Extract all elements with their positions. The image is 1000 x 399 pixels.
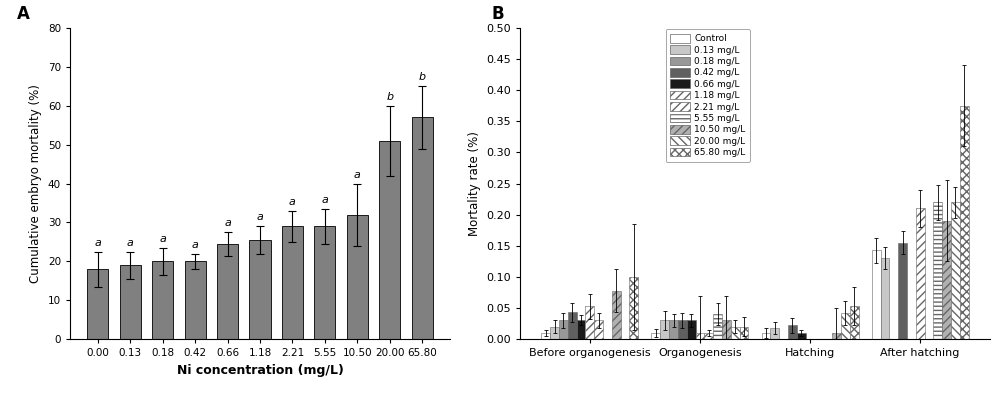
Bar — [379, 141, 400, 339]
Bar — [722, 320, 731, 339]
Bar — [881, 258, 889, 339]
Text: a: a — [192, 240, 199, 250]
Bar — [678, 320, 687, 339]
Legend: Control, 0.13 mg/L, 0.18 mg/L, 0.42 mg/L, 0.66 mg/L, 1.18 mg/L, 2.21 mg/L, 5.55 : Control, 0.13 mg/L, 0.18 mg/L, 0.42 mg/L… — [666, 30, 750, 162]
Bar — [660, 320, 669, 339]
Text: a: a — [257, 212, 263, 223]
Bar — [120, 265, 141, 339]
Text: b: b — [419, 72, 426, 83]
Text: a: a — [127, 238, 134, 248]
Y-axis label: Mortality rate (%): Mortality rate (%) — [468, 131, 481, 236]
Bar — [541, 333, 550, 339]
Bar — [651, 333, 660, 339]
Bar — [713, 314, 722, 339]
Bar — [841, 313, 850, 339]
Bar — [585, 306, 594, 339]
Text: a: a — [224, 218, 231, 228]
Bar — [942, 221, 951, 339]
Text: b: b — [386, 92, 393, 102]
Text: a: a — [159, 234, 166, 244]
Bar — [850, 306, 859, 339]
Bar — [788, 326, 797, 339]
Bar — [704, 333, 713, 339]
Bar — [872, 250, 881, 339]
Bar — [951, 202, 960, 339]
Text: a: a — [289, 197, 296, 207]
Bar — [185, 261, 206, 339]
Bar — [770, 328, 779, 339]
Bar — [612, 290, 621, 339]
Bar — [740, 327, 748, 339]
Bar — [217, 244, 238, 339]
Bar — [577, 320, 585, 339]
Text: A: A — [17, 5, 30, 23]
Bar — [314, 226, 335, 339]
Bar — [687, 320, 696, 339]
Bar — [594, 320, 603, 339]
Text: a: a — [94, 238, 101, 248]
Bar — [898, 243, 907, 339]
Bar — [916, 208, 925, 339]
Bar — [629, 277, 638, 339]
Bar — [412, 117, 433, 339]
Bar — [960, 106, 969, 339]
X-axis label: Ni concentration (mg/L): Ni concentration (mg/L) — [177, 364, 343, 377]
Bar — [559, 320, 568, 339]
Bar — [669, 320, 678, 339]
Bar — [762, 333, 770, 339]
Bar — [249, 240, 271, 339]
Bar — [797, 333, 806, 339]
Text: a: a — [354, 170, 361, 180]
Bar — [282, 226, 303, 339]
Text: B: B — [492, 5, 504, 23]
Bar — [731, 327, 740, 339]
Bar — [152, 261, 173, 339]
Text: a: a — [321, 195, 328, 205]
Bar — [933, 202, 942, 339]
Bar — [696, 333, 704, 339]
Bar — [832, 333, 841, 339]
Y-axis label: Cumulative embryo mortality (%): Cumulative embryo mortality (%) — [29, 84, 42, 283]
Bar — [87, 269, 108, 339]
Bar — [550, 327, 559, 339]
Bar — [347, 215, 368, 339]
Bar — [568, 312, 577, 339]
